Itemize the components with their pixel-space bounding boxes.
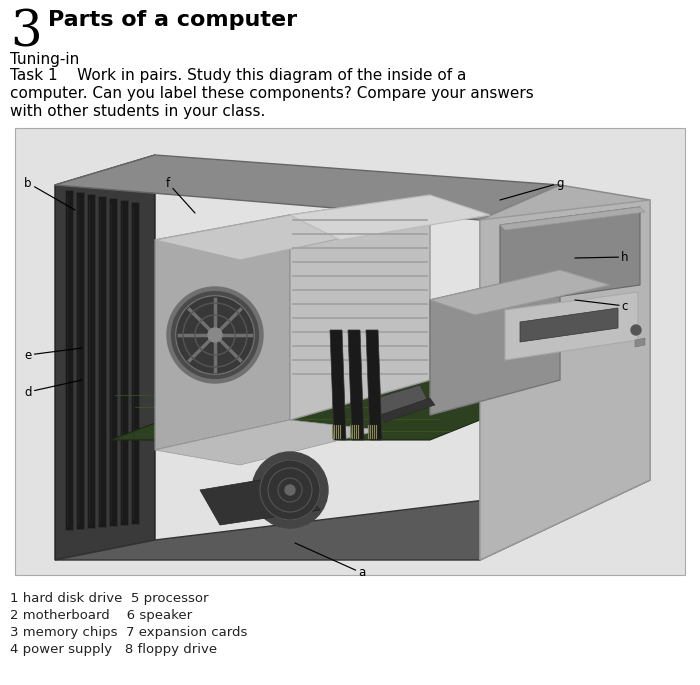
Polygon shape	[430, 270, 560, 415]
Text: computer. Can you label these components? Compare your answers: computer. Can you label these components…	[10, 86, 533, 101]
Polygon shape	[120, 200, 128, 525]
Circle shape	[208, 328, 222, 342]
Polygon shape	[366, 330, 382, 440]
Polygon shape	[110, 380, 580, 440]
Text: 3: 3	[10, 8, 42, 58]
Polygon shape	[290, 195, 490, 240]
Circle shape	[285, 485, 295, 495]
Polygon shape	[330, 330, 346, 440]
Text: 2 motherboard    6 speaker: 2 motherboard 6 speaker	[10, 609, 192, 622]
Polygon shape	[500, 207, 645, 230]
Circle shape	[167, 287, 263, 383]
Polygon shape	[55, 155, 155, 560]
FancyBboxPatch shape	[15, 128, 685, 575]
Polygon shape	[500, 207, 640, 305]
Polygon shape	[430, 270, 610, 315]
Polygon shape	[131, 202, 139, 524]
Text: f: f	[166, 177, 195, 213]
Polygon shape	[155, 215, 290, 450]
Polygon shape	[55, 155, 560, 220]
Text: Task 1    Work in pairs. Study this diagram of the inside of a: Task 1 Work in pairs. Study this diagram…	[10, 68, 466, 83]
Polygon shape	[55, 480, 650, 560]
Polygon shape	[200, 475, 320, 525]
Polygon shape	[505, 292, 638, 360]
Polygon shape	[65, 190, 73, 530]
Text: g: g	[500, 177, 564, 200]
Text: c: c	[575, 299, 628, 312]
Circle shape	[177, 297, 253, 373]
Text: Parts of a computer: Parts of a computer	[48, 10, 297, 30]
Polygon shape	[635, 338, 645, 347]
Polygon shape	[155, 420, 380, 465]
Text: 3 memory chips  7 expansion cards: 3 memory chips 7 expansion cards	[10, 626, 247, 639]
Polygon shape	[155, 215, 380, 260]
Polygon shape	[370, 385, 430, 420]
Polygon shape	[98, 196, 106, 527]
Polygon shape	[348, 330, 364, 440]
Text: e: e	[25, 348, 82, 362]
Polygon shape	[109, 198, 117, 526]
Circle shape	[252, 452, 328, 528]
Polygon shape	[87, 194, 95, 528]
Circle shape	[631, 325, 641, 335]
Polygon shape	[380, 398, 435, 422]
Text: a: a	[295, 543, 365, 580]
Polygon shape	[76, 192, 84, 529]
Text: b: b	[25, 177, 75, 210]
Circle shape	[260, 460, 320, 520]
Text: 4 power supply   8 floppy drive: 4 power supply 8 floppy drive	[10, 643, 217, 656]
Polygon shape	[290, 195, 430, 420]
Text: d: d	[25, 380, 82, 399]
Polygon shape	[480, 185, 650, 560]
Polygon shape	[520, 308, 618, 342]
Text: h: h	[575, 251, 629, 264]
Text: 1 hard disk drive  5 processor: 1 hard disk drive 5 processor	[10, 592, 209, 605]
Text: with other students in your class.: with other students in your class.	[10, 104, 265, 119]
Polygon shape	[480, 200, 650, 560]
Text: Tuning-in: Tuning-in	[10, 52, 79, 67]
